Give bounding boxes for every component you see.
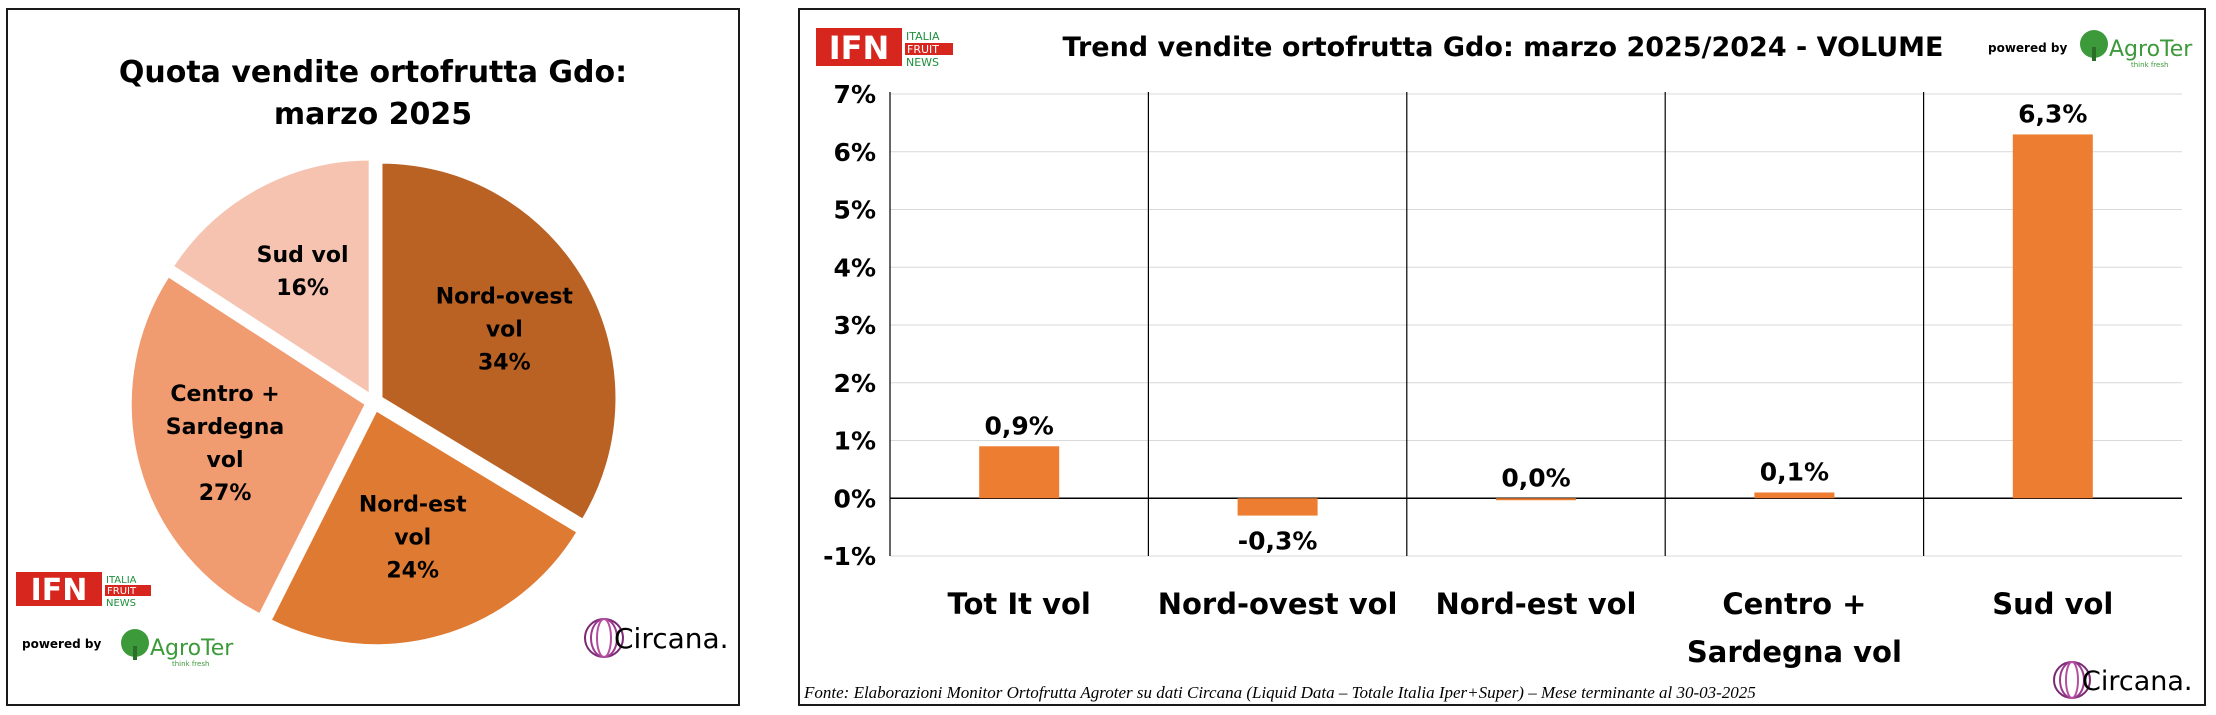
agroter-name: AgroTer: [150, 636, 234, 661]
x-category-label: Sud vol: [1992, 587, 2113, 621]
pie-slice: [170, 157, 372, 398]
ifn-logo: IFN ITALIA FRUIT NEWS: [16, 572, 151, 609]
bar-chart-title: Trend vendite ortofrutta Gdo: marzo 2025…: [1063, 32, 1944, 63]
pie-chart-panel: Quota vendite ortofrutta Gdo: marzo 2025…: [6, 8, 740, 706]
bar-value-labels: 0,9% -0,3% 0,0% 0,1% 6,3%: [985, 99, 2088, 555]
agroter-tree-icon: [121, 629, 149, 657]
bar: [1496, 498, 1576, 501]
y-tick-label: 5%: [834, 196, 876, 225]
y-tick-label: 1%: [834, 427, 876, 456]
ifn-logo-top-news: NEWS: [906, 56, 939, 69]
agroter-logo-top: powered by AgroTer think fresh: [1988, 30, 2193, 69]
bar-value-label: 0,0%: [1501, 463, 1570, 492]
pie-slice-label: vol: [486, 318, 523, 343]
agroter-top-powered-by: powered by: [1988, 41, 2067, 55]
ifn-logo-fruit: FRUIT: [107, 586, 137, 597]
bar: [2012, 134, 2093, 499]
ifn-logo-top-fruit: FRUIT: [907, 43, 939, 56]
pie-slice: [128, 273, 369, 617]
pie-slice-label: Sardegna: [166, 415, 284, 440]
bar-gridlines: [889, 92, 2182, 557]
bar-value-label: 6,3%: [2018, 99, 2087, 128]
x-category-label: Centro +: [1722, 587, 1866, 621]
pie-chart-subtitle: marzo 2025: [274, 97, 472, 132]
agroter-logo: powered by AgroTer think fresh: [22, 629, 234, 668]
ifn-logo-red-block: [16, 572, 102, 606]
y-tick-label: 3%: [834, 311, 876, 340]
agroter-tree-trunk: [133, 646, 137, 660]
x-category-label: Nord-ovest vol: [1158, 587, 1398, 621]
y-tick-label: 2%: [834, 369, 876, 398]
circana-name: Circana.: [614, 622, 729, 655]
ifn-logo-fruit-bg: [105, 585, 151, 596]
agroter-powered-by: powered by: [22, 637, 101, 651]
pie-slice-label: 24%: [386, 559, 439, 584]
pie-chart: Quota vendite ortofrutta Gdo: marzo 2025…: [16, 55, 729, 668]
agroter-tagline: think fresh: [172, 660, 209, 668]
pie-slices: [128, 157, 619, 648]
bar-chart-panel: Trend vendite ortofrutta Gdo: marzo 2025…: [798, 8, 2206, 706]
pie-slice-label: Nord-est: [359, 493, 467, 518]
bar-y-tick-labels: -1% 0% 1% 2% 3% 4% 5% 6% 7%: [823, 80, 876, 571]
x-category-label: Tot It vol: [948, 587, 1091, 621]
circana-bottom-rings-icon: [2053, 661, 2091, 699]
bar-marks: [979, 134, 2093, 516]
ifn-logo-top-text: IFN: [829, 29, 890, 67]
pie-slice-label: 34%: [478, 351, 531, 376]
pie-slice: [268, 407, 581, 648]
bar: [1237, 498, 1318, 516]
ifn-logo-top-fruit-bg: [905, 43, 953, 55]
bar-value-label: -0,3%: [1238, 527, 1318, 556]
agroter-top-tree-icon: [2080, 30, 2108, 58]
y-tick-label: -1%: [823, 542, 876, 571]
ifn-logo-top: IFN ITALIA FRUIT NEWS: [816, 28, 953, 69]
y-tick-label: 4%: [834, 253, 876, 282]
pie-slice-label: 27%: [199, 481, 252, 506]
ifn-logo-top-red-block: [816, 28, 902, 66]
bar: [979, 446, 1060, 499]
pie-slice-label: vol: [394, 526, 431, 551]
pie-slice-label: 16%: [276, 276, 329, 301]
ifn-logo-news: NEWS: [106, 598, 136, 609]
agroter-top-name: AgroTer: [2109, 37, 2193, 62]
bar-category-labels: Tot It vol Nord-ovest vol Nord-est vol Cent…: [948, 587, 2114, 669]
ifn-logo-top-italia: ITALIA: [906, 30, 940, 43]
agroter-top-tagline: think fresh: [2131, 61, 2168, 69]
pie-slice-label: vol: [207, 448, 244, 473]
circana-logo-bottom: Circana.: [2053, 661, 2193, 699]
pie-slice-label: Centro +: [170, 382, 279, 407]
y-tick-label: 7%: [834, 80, 876, 109]
ifn-logo-italia: ITALIA: [106, 575, 137, 586]
bar: [1754, 492, 1835, 499]
agroter-top-tree-trunk: [2092, 47, 2096, 61]
source-footnote: Fonte: Elaborazioni Monitor Ortofrutta A…: [803, 683, 1756, 702]
x-category-label: Sardegna vol: [1687, 635, 1902, 669]
y-tick-label: 6%: [834, 138, 876, 167]
pie-slice: [379, 160, 619, 523]
bar-value-label: 0,9%: [985, 411, 1054, 440]
bar-value-label: 0,1%: [1760, 457, 1829, 486]
x-category-label: Nord-est vol: [1436, 587, 1637, 621]
bar-chart: Trend vendite ortofrutta Gdo: marzo 2025…: [803, 28, 2193, 702]
pie-chart-title: Quota vendite ortofrutta Gdo:: [119, 55, 627, 90]
ifn-logo-text: IFN: [31, 573, 88, 608]
pie-slice-label: Sud vol: [257, 243, 349, 268]
circana-rings-icon: [584, 618, 624, 658]
pie-labels: Nord-ovest vol 34% Nord-est vol 24% Centro + Sa…: [166, 243, 574, 584]
circana-logo: Circana.: [584, 618, 729, 658]
y-tick-label: 0%: [834, 484, 876, 513]
circana-bottom-name: Circana.: [2082, 666, 2193, 697]
pie-slice-label: Nord-ovest: [436, 285, 574, 310]
